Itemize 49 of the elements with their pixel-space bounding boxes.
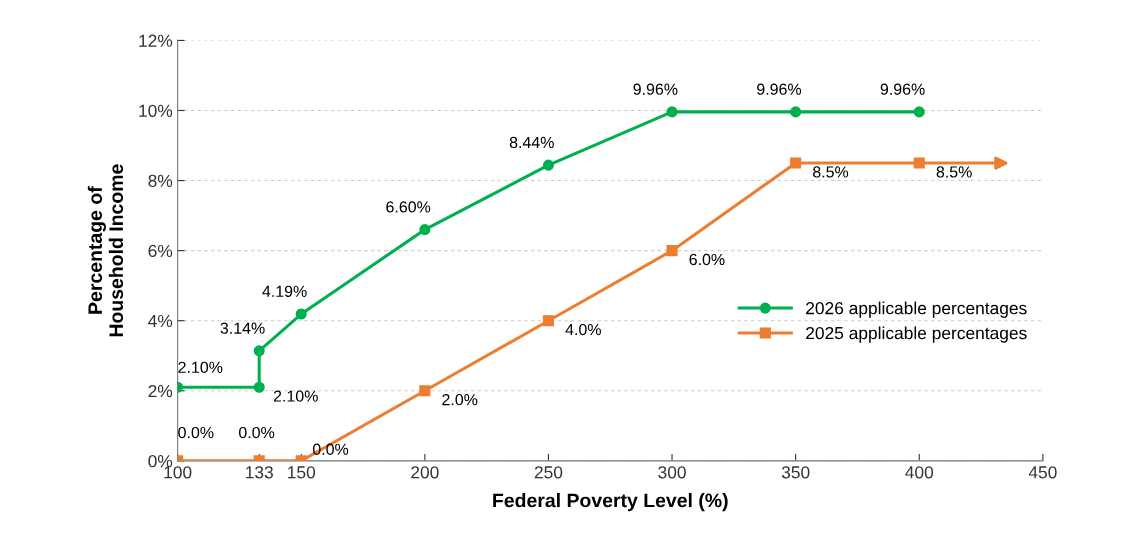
x-tick-label: 250 bbox=[534, 466, 563, 479]
data-label: 3.14% bbox=[220, 322, 265, 334]
y-tick-label: 10% bbox=[139, 104, 173, 117]
y-tick-label: 0% bbox=[148, 455, 173, 468]
x-tick-label: 350 bbox=[781, 466, 810, 479]
x-tick-label: 450 bbox=[1028, 466, 1057, 479]
x-tick-label: 200 bbox=[411, 466, 439, 479]
y-tick-label: 4% bbox=[148, 314, 173, 328]
data-label: 9.96% bbox=[633, 83, 678, 95]
point bbox=[790, 157, 802, 169]
data-label: 0.0% bbox=[239, 426, 275, 439]
point bbox=[666, 245, 678, 257]
data-label: 8.44% bbox=[509, 136, 554, 149]
legend-label: 2025 applicable percentages bbox=[806, 326, 1027, 343]
point bbox=[790, 106, 802, 118]
point bbox=[253, 381, 265, 393]
data-label: 4.0% bbox=[565, 323, 601, 336]
data-label: 9.96% bbox=[757, 83, 802, 95]
y-tick-label: 2% bbox=[148, 384, 173, 398]
point bbox=[542, 315, 554, 327]
data-label: 9.96% bbox=[880, 83, 925, 95]
point bbox=[913, 157, 925, 169]
x-tick-label: 100 bbox=[164, 466, 192, 479]
data-label: 2.10% bbox=[178, 361, 223, 373]
point bbox=[295, 308, 307, 320]
y-tick-label: 12% bbox=[139, 34, 173, 47]
point bbox=[419, 224, 431, 236]
x-tick-label: 400 bbox=[905, 466, 934, 479]
point bbox=[913, 106, 925, 118]
y-axis-title: Percentage of Household Income bbox=[87, 164, 124, 337]
data-label: 8.5% bbox=[813, 166, 849, 178]
data-label: 2.10% bbox=[273, 390, 318, 402]
data-label: 8.5% bbox=[936, 166, 972, 178]
point bbox=[542, 159, 554, 171]
y-tick-label: 8% bbox=[148, 174, 173, 188]
x-tick-label: 150 bbox=[288, 466, 316, 479]
data-label: 2.0% bbox=[442, 393, 478, 406]
data-label: 4.19% bbox=[262, 285, 307, 297]
y-tick-label: 6% bbox=[148, 244, 173, 258]
data-label: 6.60% bbox=[386, 201, 431, 213]
point bbox=[253, 345, 265, 357]
data-label: 6.0% bbox=[689, 253, 725, 266]
point bbox=[666, 106, 678, 118]
x-tick-label: 133 bbox=[246, 466, 273, 479]
data-label: 0.0% bbox=[178, 426, 214, 439]
legend-label: 2026 applicable percentages bbox=[806, 301, 1027, 318]
point bbox=[419, 385, 431, 397]
x-axis-title: Federal Poverty Level (%) bbox=[493, 493, 728, 512]
x-tick-label: 300 bbox=[658, 466, 686, 479]
